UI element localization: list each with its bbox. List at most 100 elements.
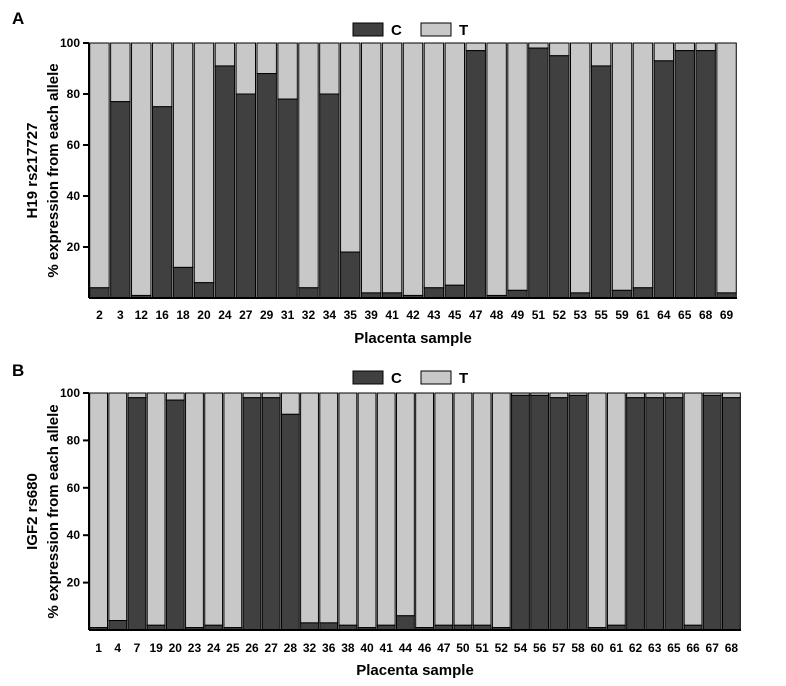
bar-T-50 (453, 392, 473, 626)
x-tick-label: 50 (456, 641, 470, 655)
bar-T-42 (402, 42, 424, 296)
bar-T-63 (645, 392, 665, 399)
x-tick-label: 66 (686, 641, 700, 655)
x-tick-label: 52 (553, 308, 567, 322)
x-tick-label: 29 (260, 308, 274, 322)
bar-T-59 (611, 42, 633, 291)
bar-T-32 (298, 42, 319, 289)
x-tick-label: 58 (571, 641, 585, 655)
bar-T-26 (242, 392, 262, 399)
bar-C-27 (235, 93, 256, 299)
bar-C-68 (695, 50, 716, 299)
y-tick-label: 20 (67, 240, 81, 254)
bar-C-47 (465, 50, 486, 299)
bar-C-67 (702, 394, 722, 631)
bar-C-7 (127, 397, 147, 631)
bar-T-2 (89, 42, 110, 289)
y-tick-label: 100 (60, 386, 80, 400)
bar-C-44 (395, 615, 415, 631)
y-tick-label: 80 (67, 87, 81, 101)
x-tick-label: 51 (532, 308, 546, 322)
bar-C-59 (611, 289, 633, 299)
bar-T-66 (683, 392, 703, 626)
bar-T-29 (256, 42, 277, 75)
bar-C-51 (528, 47, 549, 299)
bar-T-65 (664, 392, 684, 399)
x-tick-label: 54 (514, 641, 528, 655)
bar-T-24 (214, 42, 236, 67)
bar-C-64 (653, 60, 675, 299)
bar-T-18 (172, 42, 194, 268)
y-axis-title-line2: % expression from each allele (45, 63, 62, 277)
legend-label-C: C (391, 370, 402, 387)
x-tick-label: 35 (344, 308, 358, 322)
panel-b: B1 4 7 19 20 23 24 25 26 27 28 32 36 38 40 41 44 46 47 50 51… (12, 361, 741, 679)
bar-T-31 (277, 42, 298, 100)
x-tick-label: 44 (399, 641, 413, 655)
x-tick-label: 65 (678, 308, 692, 322)
bar-T-40 (357, 392, 377, 629)
bar-C-20 (193, 282, 215, 299)
x-tick-label: 4 (114, 641, 121, 655)
bar-C-68 (721, 397, 741, 631)
bar-C-52 (549, 55, 570, 299)
bar-T-51 (528, 42, 549, 49)
x-tick-label: 1 (95, 641, 102, 655)
x-tick-label: 51 (475, 641, 489, 655)
bar-T-41 (381, 42, 403, 294)
x-tick-label: 42 (406, 308, 420, 322)
x-tick-label: 63 (648, 641, 662, 655)
bar-C-62 (626, 397, 645, 631)
bar-T-46 (415, 392, 435, 629)
bar-C-65 (674, 50, 695, 299)
bar-T-36 (319, 392, 339, 624)
panel-a: A 2 3 12 16 18 20 24 27 29 31 32 34 35 39 41 42 43 45 47 48 4… (12, 9, 737, 347)
x-tick-label: 18 (176, 308, 190, 322)
bar-T-61 (632, 42, 654, 289)
x-tick-label: 43 (427, 308, 441, 322)
x-tick-label: 68 (699, 308, 713, 322)
bar-T-32 (300, 392, 319, 624)
x-tick-label: 26 (245, 641, 259, 655)
bar-T-27 (235, 42, 256, 95)
x-tick-label: 7 (134, 641, 141, 655)
x-tick-label: 67 (706, 641, 720, 655)
bar-C-4 (108, 620, 128, 631)
x-tick-label: 23 (188, 641, 202, 655)
bar-C-29 (256, 73, 277, 299)
x-tick-label: 60 (590, 641, 604, 655)
x-tick-label: 46 (418, 641, 432, 655)
bar-C-32 (298, 287, 319, 299)
bar-C-58 (568, 394, 588, 631)
x-tick-label: 20 (169, 641, 183, 655)
bar-T-64 (653, 42, 675, 62)
bar-T-47 (465, 42, 486, 52)
x-tick-label: 41 (380, 641, 394, 655)
x-tick-label: 52 (495, 641, 509, 655)
x-tick-label: 55 (594, 308, 608, 322)
x-tick-label: 49 (511, 308, 525, 322)
bar-C-43 (423, 287, 445, 299)
bar-C-26 (242, 397, 262, 631)
bar-T-20 (165, 392, 185, 401)
x-tick-label: 20 (197, 308, 211, 322)
bar-C-36 (319, 622, 339, 631)
y-tick-label: 60 (67, 138, 81, 152)
bar-C-32 (300, 622, 319, 631)
x-tick-label: 61 (610, 641, 624, 655)
bar-T-39 (360, 42, 382, 294)
y-axis-title-line1: IGF2 rs680 (24, 473, 41, 550)
y-tick-label: 60 (67, 481, 81, 495)
y-tick-label: 40 (67, 189, 81, 203)
y-tick-label: 40 (67, 528, 81, 542)
x-tick-label: 36 (322, 641, 336, 655)
x-tick-label: 47 (469, 308, 483, 322)
bar-C-65 (664, 397, 684, 631)
bar-T-19 (146, 392, 166, 626)
bar-T-47 (434, 392, 454, 626)
x-tick-label: 28 (284, 641, 298, 655)
